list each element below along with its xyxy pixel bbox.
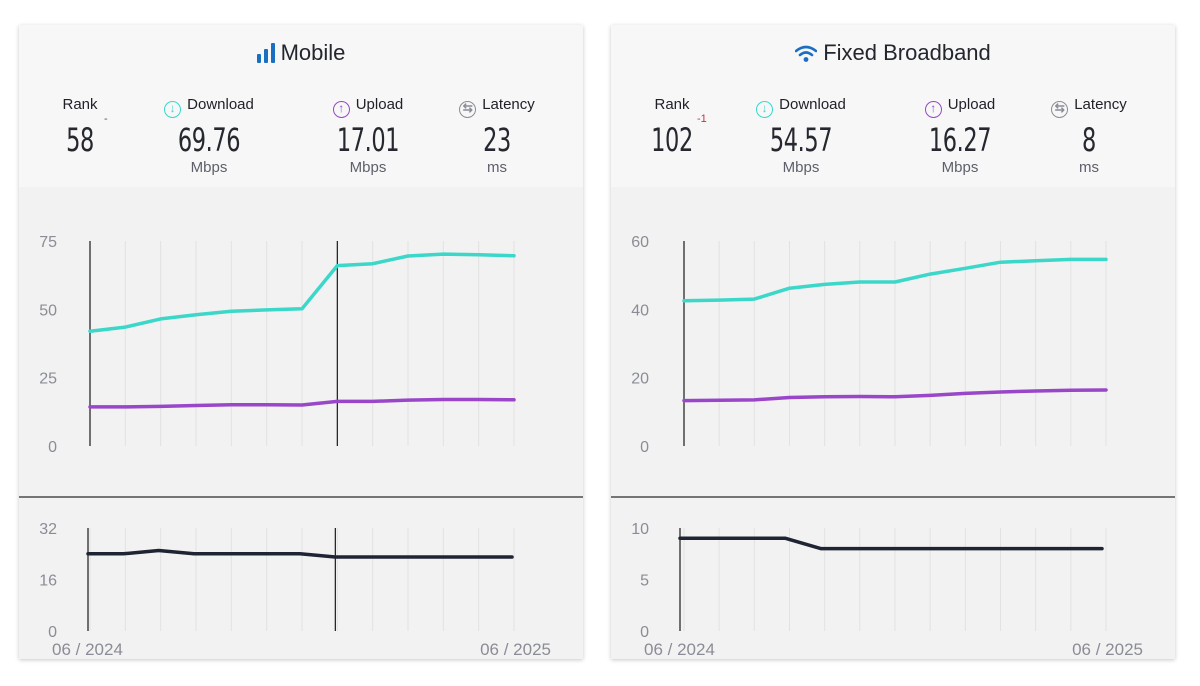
exchange-circle-icon: ⇆ bbox=[1051, 101, 1069, 118]
upload-value: 16.27 bbox=[928, 121, 992, 159]
rank-label: Rank bbox=[654, 96, 690, 113]
y-tick-label: 75 bbox=[39, 234, 57, 251]
wifi-icon bbox=[795, 45, 818, 62]
y-tick-label: 32 bbox=[39, 521, 57, 538]
upload-unit: Mbps bbox=[941, 159, 979, 176]
y-tick-label: 60 bbox=[631, 234, 649, 251]
download-value: 54.57 bbox=[769, 121, 833, 159]
broadband-download: ↓ Download 54.57 Mbps bbox=[736, 94, 866, 176]
latency-label: Latency bbox=[482, 96, 535, 113]
upload-label: Upload bbox=[355, 96, 404, 113]
broadband-summary: Fixed Broadband Rank 102 -1 ↓ Download 54… bbox=[611, 25, 1175, 187]
x-tick-label: 06 / 2025 bbox=[480, 640, 551, 659]
upload-label: Upload bbox=[947, 96, 996, 113]
rank-value: 102 bbox=[651, 121, 693, 159]
y-tick-label: 0 bbox=[48, 439, 57, 456]
download-line bbox=[88, 252, 516, 333]
y-tick-label: 25 bbox=[39, 371, 57, 388]
upload-line bbox=[88, 397, 516, 409]
mobile-upload: ↑ Upload 17.01 Mbps bbox=[303, 94, 433, 176]
rank-label: Rank bbox=[62, 96, 98, 113]
arrow-up-circle-icon: ↑ bbox=[332, 101, 350, 118]
x-tick-label: 06 / 2025 bbox=[1072, 640, 1143, 659]
upload-line bbox=[682, 388, 1108, 403]
arrow-down-circle-icon: ↓ bbox=[756, 101, 774, 118]
mobile-download: ↓ Download 69.76 Mbps bbox=[144, 94, 274, 176]
download-unit: Mbps bbox=[782, 159, 820, 176]
latency-label: Latency bbox=[1074, 96, 1127, 113]
download-unit: Mbps bbox=[190, 159, 228, 176]
latency-line bbox=[86, 548, 514, 559]
latency-value: 8 bbox=[1082, 121, 1096, 159]
mobile-title-text: Mobile bbox=[280, 40, 346, 65]
y-tick-label: 5 bbox=[640, 573, 649, 590]
y-tick-label: 0 bbox=[48, 624, 57, 641]
broadband-chart: 0 20 40 60 0 5 10 06 / 2024 06 / 2025 bbox=[611, 234, 1175, 659]
x-tick-label: 06 / 2024 bbox=[644, 640, 715, 659]
broadband-panel: Fixed Broadband Rank 102 -1 ↓ Download 54… bbox=[611, 25, 1175, 659]
upload-unit: Mbps bbox=[349, 159, 387, 176]
latency-unit: ms bbox=[487, 159, 507, 176]
download-label: Download bbox=[187, 96, 254, 113]
mobile-latency: ⇆ Latency 23 ms bbox=[432, 94, 562, 176]
mobile-summary: Mobile Rank 58 - ↓ Download 69.76 Mbps ↑ U… bbox=[19, 25, 583, 187]
broadband-rank: Rank 102 bbox=[607, 94, 737, 160]
y-tick-label: 16 bbox=[39, 573, 57, 590]
mobile-chart: 0 25 50 75 0 16 32 06 / 2024 06 / 2025 bbox=[19, 234, 583, 659]
x-tick-label: 06 / 2024 bbox=[52, 640, 123, 659]
signal-bars-icon bbox=[256, 43, 275, 63]
mobile-panel: Mobile Rank 58 - ↓ Download 69.76 Mbps ↑ U… bbox=[19, 25, 583, 659]
mobile-title: Mobile bbox=[19, 40, 583, 66]
y-tick-label: 10 bbox=[631, 521, 649, 538]
broadband-latency: ⇆ Latency 8 ms bbox=[1024, 94, 1154, 176]
y-tick-label: 50 bbox=[39, 302, 57, 319]
y-tick-label: 20 bbox=[631, 371, 649, 388]
latency-line bbox=[678, 536, 1104, 551]
exchange-circle-icon: ⇆ bbox=[459, 101, 477, 118]
rank-value: 58 bbox=[66, 121, 94, 159]
download-line bbox=[682, 257, 1108, 303]
arrow-up-circle-icon: ↑ bbox=[924, 101, 942, 118]
latency-value: 23 bbox=[483, 121, 511, 159]
download-value: 69.76 bbox=[177, 121, 241, 159]
broadband-upload: ↑ Upload 16.27 Mbps bbox=[895, 94, 1025, 176]
latency-unit: ms bbox=[1079, 159, 1099, 176]
broadband-title-text: Fixed Broadband bbox=[823, 40, 991, 65]
download-label: Download bbox=[779, 96, 846, 113]
y-tick-label: 0 bbox=[640, 624, 649, 641]
arrow-down-circle-icon: ↓ bbox=[164, 101, 182, 118]
y-tick-label: 0 bbox=[640, 439, 649, 456]
mobile-rank: Rank 58 bbox=[15, 94, 145, 160]
upload-value: 17.01 bbox=[336, 121, 400, 159]
broadband-title: Fixed Broadband bbox=[611, 40, 1175, 66]
rank-change: - bbox=[104, 113, 108, 125]
y-tick-label: 40 bbox=[631, 302, 649, 319]
rank-change: -1 bbox=[697, 113, 707, 125]
